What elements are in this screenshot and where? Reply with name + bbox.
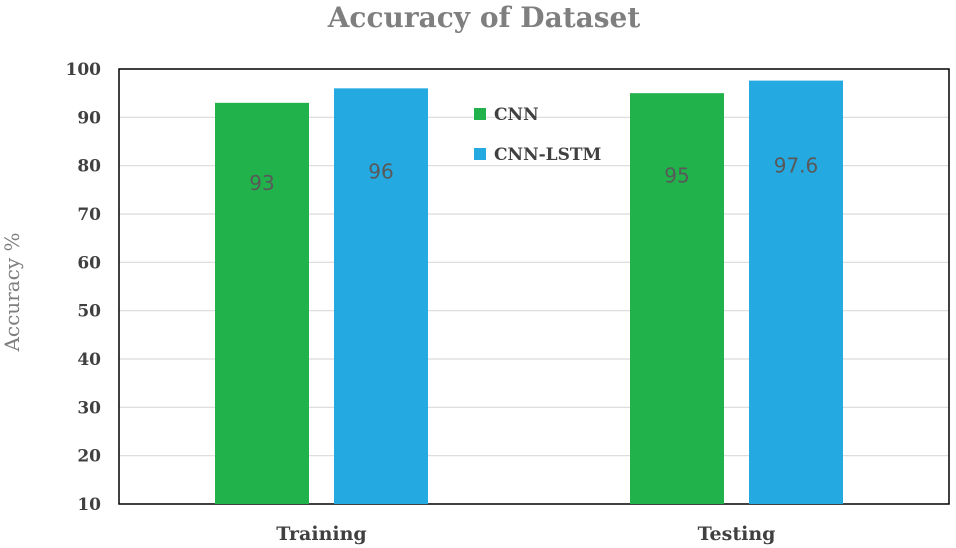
data-label: 93 xyxy=(249,171,274,195)
y-tick-label: 90 xyxy=(77,108,101,128)
legend-swatch-cnn-lstm xyxy=(474,148,486,160)
bar-cnn-lstm-testing xyxy=(749,80,843,504)
legend-swatch-cnn xyxy=(474,108,486,120)
bar-cnn-training xyxy=(215,102,309,504)
bars xyxy=(215,80,843,505)
x-tick-label: Training xyxy=(276,523,366,545)
y-tick-label: 80 xyxy=(77,157,101,177)
x-axis-ticks: Training Testing xyxy=(276,523,775,545)
data-label: 95 xyxy=(664,163,689,187)
data-label: 96 xyxy=(368,159,393,183)
legend: CNN CNN-LSTM xyxy=(474,105,602,165)
y-tick-label: 10 xyxy=(77,495,101,515)
plot-frame xyxy=(118,68,950,505)
y-tick-label: 50 xyxy=(77,302,101,322)
bar-cnn-lstm-training xyxy=(334,88,428,504)
data-labels: 93 96 95 97.6 xyxy=(249,153,818,195)
x-tick-label: Testing xyxy=(698,523,776,545)
bar-cnn-testing xyxy=(630,93,724,505)
y-tick-label: 20 xyxy=(77,447,101,467)
legend-label: CNN-LSTM xyxy=(494,145,602,165)
y-axis-ticks: 10 20 30 40 50 60 70 80 90 100 xyxy=(66,60,102,515)
y-tick-label: 70 xyxy=(77,205,101,225)
legend-label: CNN xyxy=(494,105,539,125)
y-tick-label: 40 xyxy=(77,350,101,370)
y-tick-label: 60 xyxy=(77,253,101,273)
data-label: 97.6 xyxy=(774,153,819,177)
y-tick-label: 100 xyxy=(66,60,102,80)
y-tick-label: 30 xyxy=(77,398,101,418)
y-axis-label: Accuracy % xyxy=(0,232,24,352)
chart-title: Accuracy of Dataset xyxy=(327,1,641,34)
